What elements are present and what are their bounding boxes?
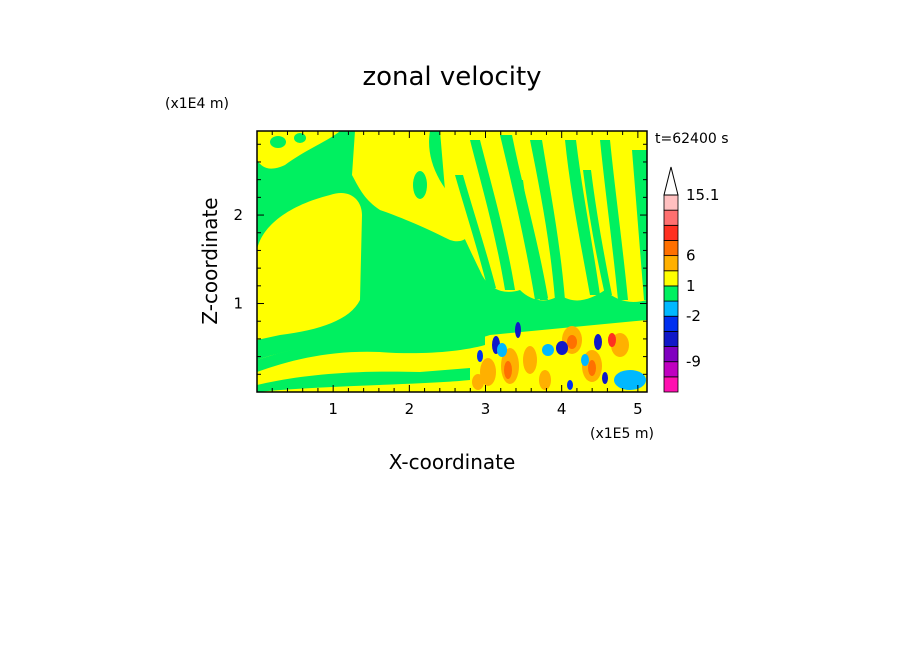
- field-region-top-center: [352, 131, 472, 242]
- field-orange-11: [539, 370, 551, 390]
- x-tick-label: 5: [633, 400, 643, 418]
- colorbar-label: -9: [686, 353, 701, 371]
- field-blue-4: [556, 341, 568, 355]
- colorbar-bin: [663, 255, 679, 272]
- field-blob-3: [294, 133, 306, 143]
- colorbar-extend-max: [663, 166, 679, 196]
- colorbar-bin: [663, 270, 679, 287]
- field-blue-7: [567, 380, 573, 390]
- field-blob-1: [413, 171, 427, 199]
- field-orange-6: [567, 335, 577, 349]
- field-streak-1: [470, 140, 515, 290]
- colorbar-label: 1: [686, 277, 696, 295]
- field-blue-6: [602, 372, 608, 384]
- x-axis-title: X-coordinate: [389, 450, 516, 474]
- y-scale-label: (x1E4 m): [165, 96, 229, 112]
- y-axis-title: Z-coordinate: [198, 197, 222, 324]
- field-streak-3: [530, 140, 565, 300]
- colorbar-bin: [663, 209, 679, 226]
- colorbar-bin: [663, 194, 679, 211]
- colorbar-label: -2: [686, 307, 701, 325]
- chart-title: zonal velocity: [362, 62, 541, 92]
- field-cyan-1: [614, 370, 646, 390]
- field-orange-4: [523, 346, 537, 374]
- colorbar-bin: [663, 346, 679, 363]
- field-orange-10: [608, 333, 616, 347]
- colorbar-bin: [663, 285, 679, 302]
- colorbar-bin: [663, 315, 679, 332]
- field-region-upper-right: [440, 131, 647, 302]
- field-blue-2: [477, 350, 483, 362]
- velocity-field: [257, 131, 647, 392]
- colorbar-bin: [663, 376, 679, 393]
- y-tick-label: 2: [233, 206, 243, 224]
- field-blob-2: [270, 136, 286, 148]
- field-cyan-4: [581, 354, 589, 366]
- colorbar-bin: [663, 300, 679, 317]
- x-scale-label: (x1E5 m): [590, 426, 654, 442]
- colorbar-bin: [663, 240, 679, 257]
- field-streak-4: [565, 140, 600, 295]
- field-streak-9: [583, 170, 612, 295]
- field-streak-7: [455, 175, 496, 290]
- field-cyan-3: [497, 343, 507, 357]
- colorbar-label: 6: [686, 247, 696, 265]
- field-streak-8: [515, 180, 548, 300]
- colorbar: -9 -2 1 6 15.1: [663, 166, 719, 393]
- colorbar-bin: [663, 224, 679, 241]
- field-blue-3: [515, 322, 521, 338]
- time-label: t=62400 s: [655, 131, 729, 147]
- colorbar-bin: [663, 330, 679, 347]
- x-axis: 1 2 3 4 5: [256, 131, 643, 418]
- colorbar-bin: [663, 361, 679, 378]
- field-streak-5: [600, 140, 628, 300]
- field-band-lower: [257, 332, 485, 372]
- field-orange-8: [588, 360, 596, 376]
- y-tick-label: 1: [233, 295, 243, 313]
- colorbar-label: 15.1: [686, 186, 719, 204]
- field-orange-3: [504, 361, 512, 379]
- field-cyan-2: [542, 344, 554, 356]
- y-axis: 12: [233, 143, 647, 393]
- field-streak-6: [632, 150, 647, 300]
- field-orange-12: [472, 374, 484, 390]
- x-tick-label: 4: [557, 400, 567, 418]
- field-band-lower-2: [257, 368, 470, 392]
- field-orange-1: [480, 358, 496, 386]
- x-tick-label: 3: [481, 400, 491, 418]
- field-region-left: [257, 192, 362, 340]
- field-blue-5: [594, 334, 602, 350]
- x-tick-label: 1: [328, 400, 338, 418]
- plot-frame: [256, 130, 648, 393]
- x-tick-label: 2: [405, 400, 415, 418]
